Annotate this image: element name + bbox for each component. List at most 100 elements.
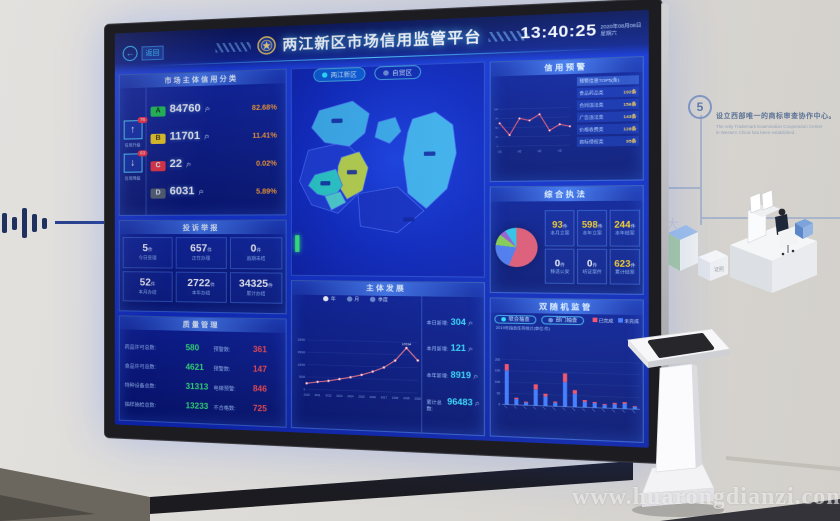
downgrade-badge: 63 [138, 149, 148, 156]
stat-row: 本年新增: 8919 户 [426, 370, 478, 381]
stat-cell: 0件 移送公安 [545, 248, 575, 285]
toggle-dept-check[interactable]: 部门抽查 [541, 315, 585, 326]
tab-dot [383, 70, 389, 76]
warning-list-row: 广告违法类 143条 [576, 111, 639, 123]
stat-cell: 244件 本年结案 [609, 209, 641, 247]
warning-list-row: 合同违法类 156条 [576, 98, 639, 111]
panel-enforcement: 综合执法 93件 本月立案 598件 本年立案 244件 本年结案 0件 移送公安 0件… [490, 185, 644, 296]
panel-development: 主体发展 年 月 季度 20000 15000 10000 5000 0 2010 2011… [290, 279, 486, 437]
svg-text:证照: 证照 [714, 266, 724, 273]
page-title: 两江新区市场信用监管平台 [282, 28, 482, 54]
quality-row: 特种设备总数: 31313 电梯预警: 846 [124, 381, 267, 394]
credit-upgrade-box[interactable]: ↑ 76 [123, 116, 148, 140]
svg-text:5000: 5000 [299, 375, 306, 378]
tab-active-dot [321, 72, 328, 78]
stat-row: 累计总数: 96483 户 [426, 397, 480, 412]
milestone-en: The only Trademark Examination Cooperati… [716, 124, 823, 135]
development-line-chart: 20000 15000 10000 5000 0 2010 2011 2012 2013 2014… [292, 294, 421, 432]
decor-glyph: 大 [666, 217, 679, 232]
legend-month[interactable]: 月 [346, 296, 359, 303]
platform-emblem-icon [257, 36, 276, 55]
svg-text:25: 25 [496, 137, 500, 139]
stat-cell: 93件 本月立案 [545, 210, 575, 247]
svg-text:2016: 2016 [369, 396, 376, 399]
right-column: 信用预警 100 75 50 25 0 1月 3月 5月 7月 预警信息TOP5(条) 食品药品… [490, 55, 644, 444]
clock-time: 13:40:25 [520, 20, 597, 43]
enforcement-stats: 93件 本月立案 598件 本年立案 244件 本年结案 0件 移送公安 0件 听证案件 … [543, 207, 643, 287]
svg-text:75: 75 [496, 118, 500, 120]
arrow-up-icon: ↑ [130, 123, 136, 135]
map-svg [292, 63, 484, 277]
stat-row: 本月新增: 121 户 [426, 343, 473, 354]
stat-cell: 34325件 累计办结 [229, 271, 283, 305]
svg-text:2012: 2012 [325, 394, 332, 397]
milestone-zh: 设立西部唯一的商标审查协作中心。 [716, 113, 836, 120]
legend-quarter[interactable]: 季度 [370, 296, 388, 303]
panel-spot-check: 双随机监管 联合抽查 部门抽查 已完成 未完成 [490, 297, 644, 444]
title-bar: 两江新区市场信用监管平台 [115, 19, 649, 62]
svg-text:100: 100 [495, 380, 501, 385]
stat-row: 本日新增: 304 户 [426, 316, 473, 327]
wall-display: ← 返回 两江新区市场信用监管平台 13:40 [104, 0, 663, 465]
svg-text:17694: 17694 [402, 342, 412, 347]
clock-date: 2020年08月08日 星期六 [600, 21, 642, 36]
dashboard-screen: ← 返回 两江新区市场信用监管平台 13:40 [114, 9, 649, 448]
kiosk-stand [627, 328, 731, 517]
warning-line-chart: 100 75 50 25 0 1月 3月 5月 7月 [491, 74, 573, 181]
warning-list: 预警信息TOP5(条) 食品药品类 192条 合同违法类 156条 广告违法类 143… [573, 72, 642, 181]
enforcement-pie-chart [495, 227, 538, 267]
svg-text:0: 0 [303, 388, 305, 391]
svg-text:50: 50 [497, 391, 501, 396]
tab-free-trade-zone[interactable]: 自贸区 [374, 64, 422, 81]
hatch-decoration [215, 41, 251, 53]
grade-d-chip: D [150, 187, 166, 199]
panel-title: 投诉举报 [119, 220, 286, 235]
stat-cell: 2722件 本年办结 [175, 271, 227, 304]
credit-grade-row-b: B 11701 户 11.41% [150, 128, 282, 144]
svg-text:100: 100 [494, 109, 499, 111]
svg-text:3月: 3月 [518, 149, 522, 153]
watermark: www.huarongdianzi.com [572, 484, 840, 510]
svg-text:2013: 2013 [336, 394, 343, 397]
map-indicator [294, 234, 300, 252]
svg-text:2010: 2010 [303, 393, 310, 396]
svg-text:2011: 2011 [314, 394, 321, 397]
complaint-cells: 5件 今日受理 657件 正在办理 0件 逾期未结 52件 [120, 234, 286, 307]
svg-text:2020: 2020 [414, 397, 420, 400]
tab-liangjiang[interactable]: 两江新区 [313, 66, 366, 83]
credit-grade-rows: A 84760 户 82.68% B 11701 户 [147, 83, 286, 215]
credit-downgrade-box[interactable]: ↓ 63 [123, 149, 148, 173]
panel-title: 综合执法 [491, 186, 643, 202]
wall-seam [700, 115, 702, 225]
panel-credit-warning: 信用预警 100 75 50 25 0 1月 3月 5月 7月 预警信息TOP5(条) 食品药品… [490, 55, 644, 183]
svg-text:10000: 10000 [297, 363, 305, 366]
timeline-step-number: 5 [688, 95, 712, 119]
upgrade-badge: 76 [138, 116, 148, 123]
development-stats: 本日新增: 304 户 本月新增: 121 户 本年新增: 8919 户 累计总数: 9648… [420, 295, 485, 436]
stat-cell: 0件 听证案件 [577, 248, 608, 285]
svg-text:50: 50 [496, 128, 500, 130]
svg-text:2015: 2015 [358, 395, 365, 398]
arrow-down-icon: ↓ [130, 156, 136, 169]
warning-list-row: 价格收费类 128条 [576, 123, 639, 135]
wall-line [55, 221, 107, 224]
soundwave-decoration [2, 206, 47, 240]
toggle-joint-check[interactable]: 联合抽查 [494, 315, 537, 325]
svg-text:2018: 2018 [392, 396, 399, 399]
stat-cell: 598件 本年立案 [577, 209, 608, 247]
dashboard-main: 市场主体信用分类 ↑ 76 信用升级 ↓ [118, 55, 644, 444]
center-column: 主体发展 年 月 季度 20000 15000 10000 5000 0 2010 2011… [290, 61, 486, 437]
svg-text:5月: 5月 [538, 148, 542, 153]
legend-year[interactable]: 年 [323, 296, 336, 302]
svg-text:20000: 20000 [297, 338, 305, 341]
district-map[interactable] [290, 61, 486, 278]
svg-text:2017: 2017 [381, 396, 388, 399]
quality-row: 药品许可总数: 580 预警数: 361 [124, 343, 267, 355]
credit-grade-row-a: A 84760 户 82.68% [150, 100, 282, 117]
warning-list-header: 预警信息TOP5(条) [576, 75, 639, 86]
quality-row: 抽样抽检总数: 13233 不合格数: 725 [124, 401, 267, 414]
credit-grade-row-c: C 22 户 0.02% [150, 156, 282, 172]
stat-cell: 0件 逾期未结 [229, 237, 283, 270]
panel-complaints: 投诉举报 5件 今日受理 657件 正在办理 0件 [118, 219, 287, 315]
display-bezel: ← 返回 两江新区市场信用监管平台 13:40 [104, 0, 663, 465]
